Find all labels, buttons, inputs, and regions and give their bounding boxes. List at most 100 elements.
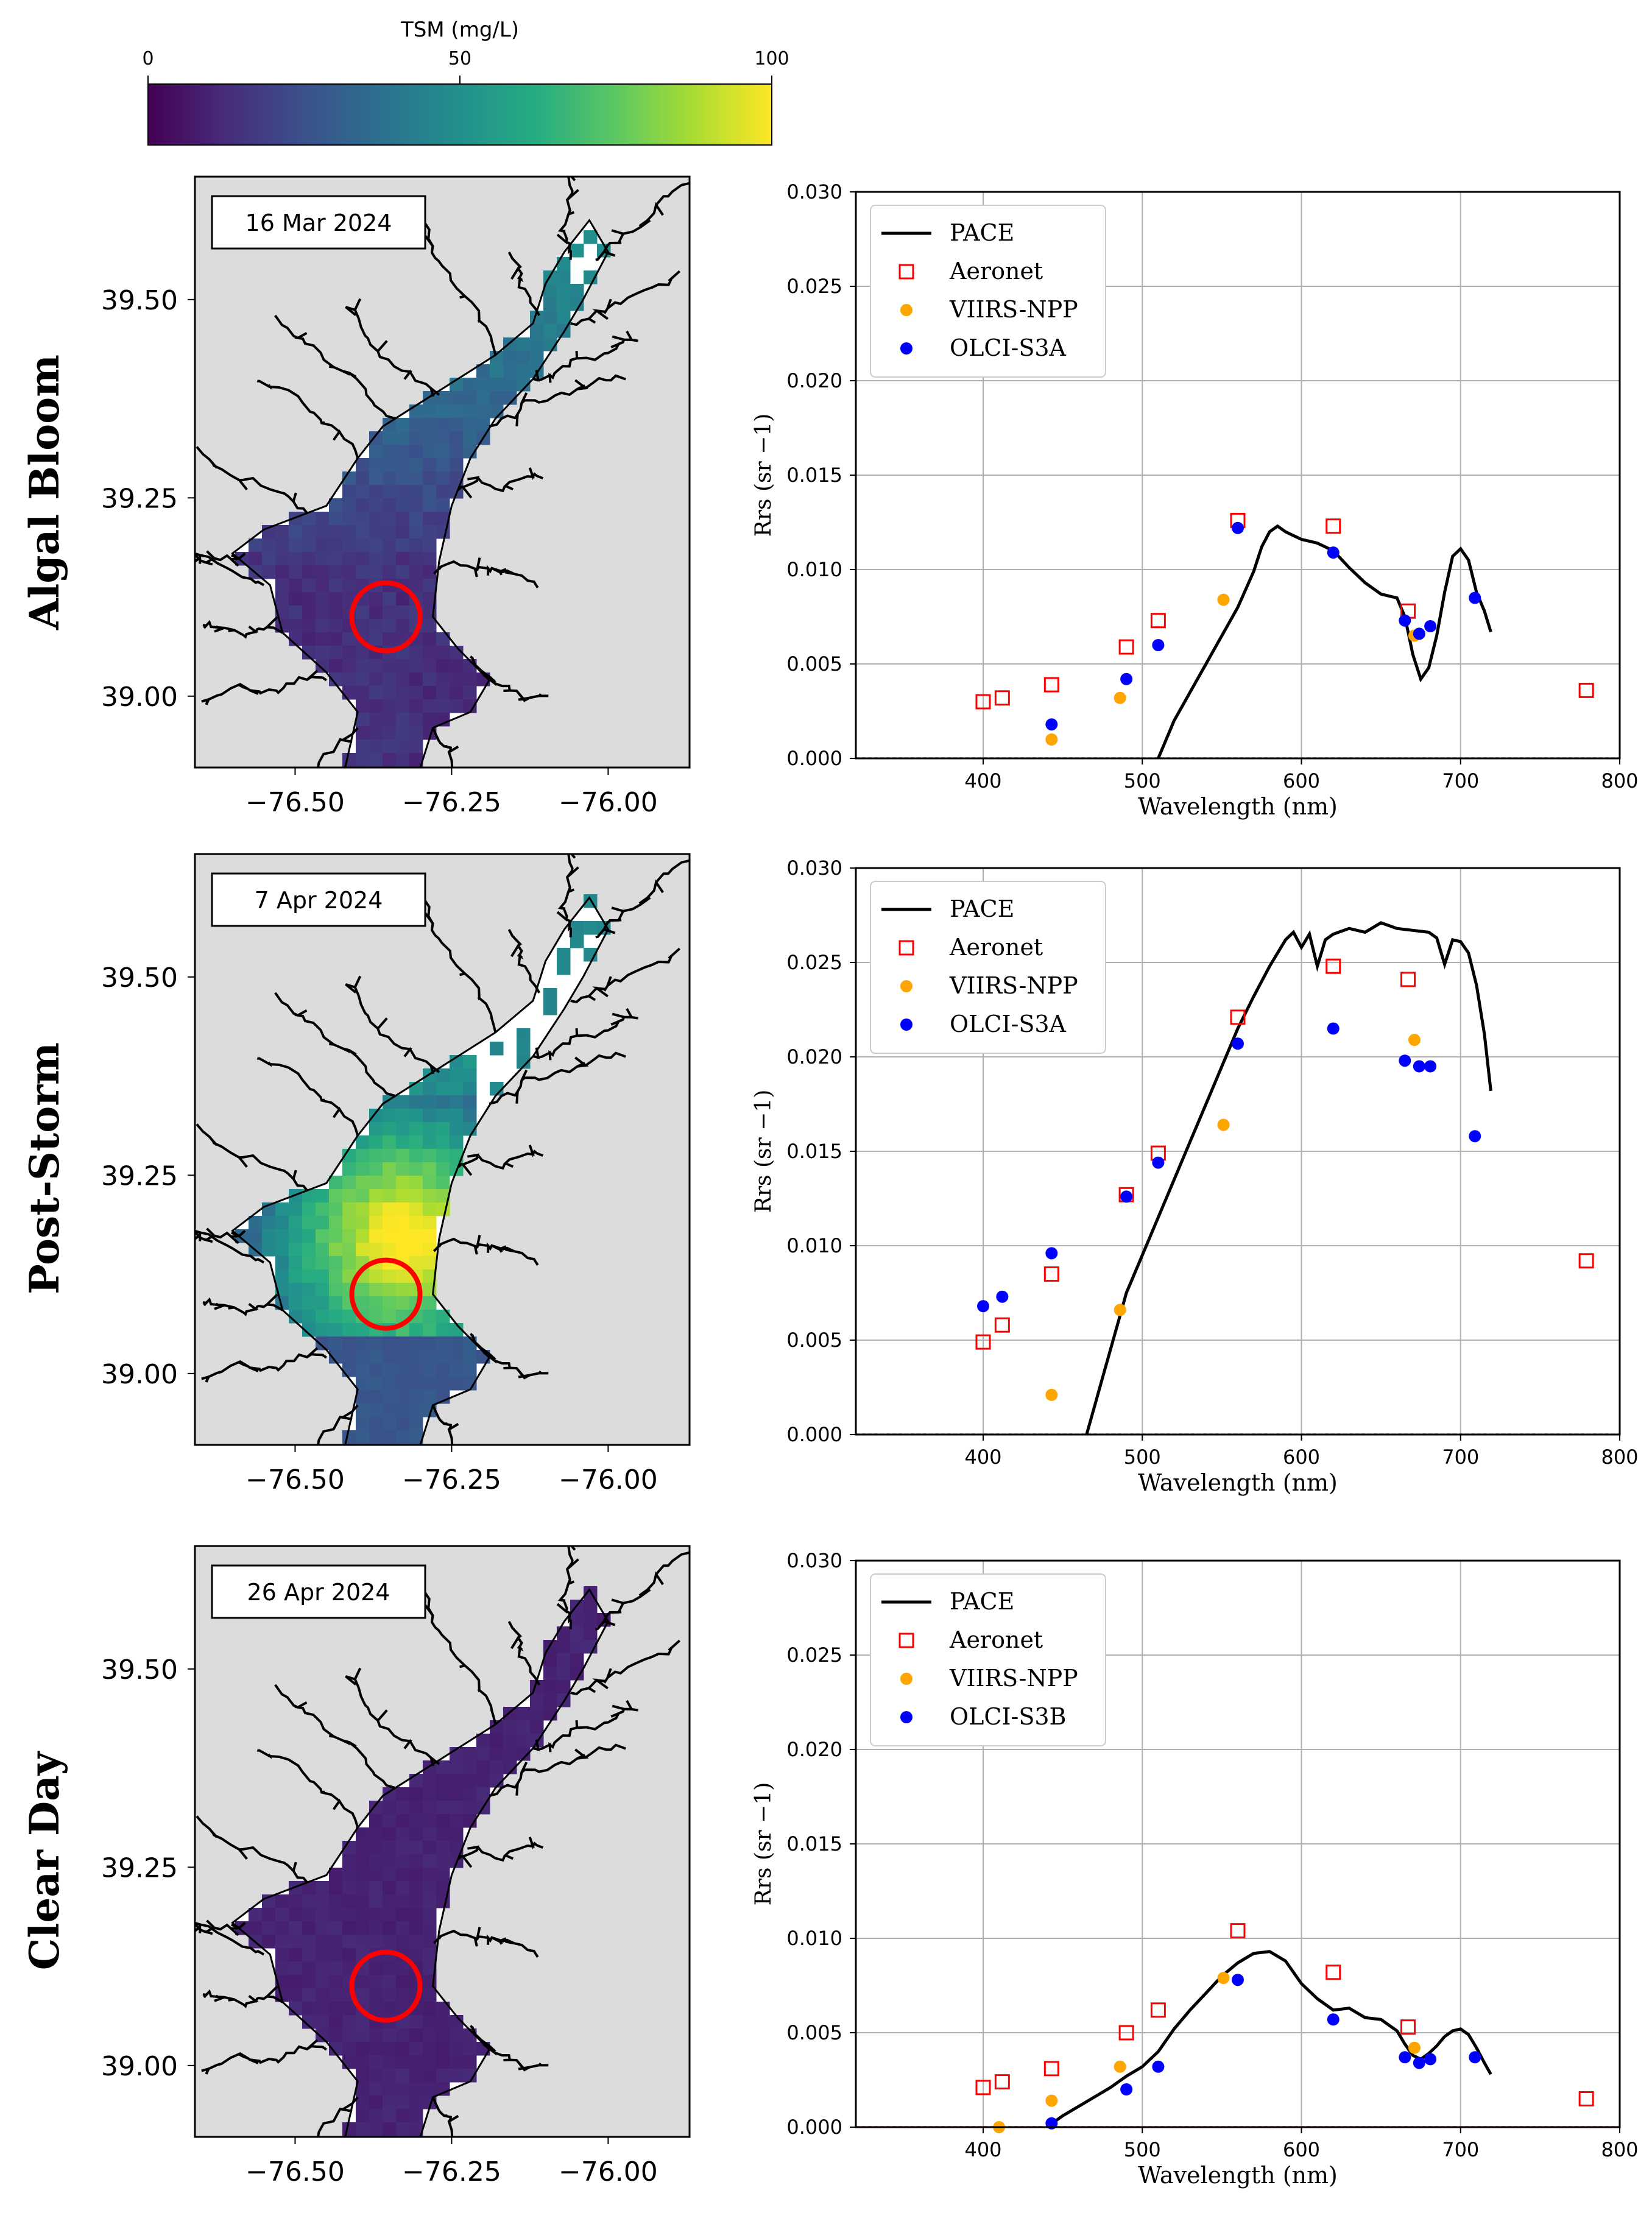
- aeronet-marker: [1230, 1009, 1246, 1025]
- viirs-npp-marker: [1114, 2060, 1126, 2073]
- series-pace: [1046, 1950, 1492, 2129]
- x-axis-label: Wavelength (nm): [1138, 793, 1338, 820]
- map-y-tick-label: 39.50: [101, 962, 178, 994]
- y-axis-label: Rrs (sr −1): [751, 1090, 776, 1213]
- x-tick-label: 600: [1283, 1446, 1320, 1469]
- olci-s3a-marker: [1045, 1247, 1058, 1260]
- map-x-tick-label: −76.50: [245, 787, 345, 818]
- legend: PACE Aeronet VIIRS-NPP OLCI-S3B: [870, 1573, 1106, 1746]
- viirs-npp-marker: [1114, 691, 1126, 704]
- coastline: [231, 218, 610, 768]
- aeronet-marker: [1325, 1965, 1341, 1980]
- map-x-tick-label: −76.25: [402, 1464, 501, 1495]
- series-pace: [1157, 524, 1492, 759]
- aeronet-marker: [1578, 682, 1594, 698]
- aeronet-marker: [994, 690, 1010, 706]
- aeronet-marker: [975, 1334, 991, 1350]
- map-frame: [194, 175, 691, 769]
- y-tick-label: 0.000: [786, 747, 842, 770]
- olci-s3a-marker: [1469, 1130, 1481, 1143]
- y-tick-label: 0.005: [786, 1329, 842, 1352]
- x-tick-label: 700: [1442, 2138, 1479, 2161]
- colorbar-tick-label: 100: [754, 48, 789, 69]
- y-tick-label: 0.025: [786, 1643, 842, 1667]
- viirs-npp-marker: [1408, 2041, 1421, 2054]
- panel-row-2: Post-Storm 7 Apr 2024 −76.50 −76.25 −76.00 39…: [21, 853, 1639, 1496]
- x-tick-label: 700: [1442, 1446, 1479, 1469]
- legend: PACE Aeronet VIIRS-NPP OLCI-S3A: [870, 881, 1106, 1054]
- olci-s3a-marker: [1120, 1190, 1133, 1203]
- colorbar-gradient: [147, 83, 772, 146]
- aeronet-marker: [994, 2074, 1010, 2090]
- y-tick-label: 0.030: [786, 180, 842, 203]
- tsm-map: 7 Apr 2024 −76.50 −76.25 −76.00 39.50 39.25 39…: [101, 853, 691, 1495]
- station-circle: [349, 1949, 423, 2023]
- aeronet-marker: [994, 1317, 1010, 1333]
- aeronet-marker: [1400, 972, 1416, 987]
- olci-s3b-marker: [1424, 2053, 1437, 2066]
- aeronet-marker: [1043, 2061, 1059, 2077]
- row-label: Post-Storm: [21, 1042, 68, 1294]
- y-tick-label: 0.025: [786, 275, 842, 298]
- y-tick-label: 0.005: [786, 2021, 842, 2044]
- legend-entry: PACE: [950, 895, 1014, 922]
- olci-s3a-marker: [1399, 1054, 1411, 1067]
- coastline: [231, 895, 610, 1445]
- map-y-tick-label: 39.00: [101, 682, 178, 713]
- date-box: [211, 195, 426, 250]
- aeronet-marker: [975, 2080, 991, 2095]
- olci-s3b-marker: [1232, 1974, 1244, 1986]
- y-tick-label: 0.000: [786, 1423, 842, 1446]
- series-olci-s3a: [977, 1022, 1481, 1313]
- olci-s3b-marker: [1327, 2013, 1340, 2026]
- tributaries: [195, 177, 690, 768]
- aeronet-marker: [1230, 1923, 1246, 1939]
- legend-entry: OLCI-S3B: [950, 1703, 1066, 1730]
- legend-entry: OLCI-S3A: [950, 334, 1067, 361]
- legend-dot-swatch: [900, 1711, 912, 1723]
- legend-entry: OLCI-S3A: [950, 1011, 1067, 1037]
- viirs-npp-marker: [1408, 1034, 1421, 1047]
- map-x-tick-label: −76.00: [559, 787, 658, 818]
- legend-entry: Aeronet: [949, 258, 1043, 284]
- legend-square-swatch: [898, 940, 914, 956]
- olci-s3b-marker: [1413, 2056, 1425, 2069]
- chart-frame: [855, 191, 1621, 760]
- viirs-npp-marker: [1217, 1118, 1230, 1131]
- coastline: [231, 1587, 610, 2137]
- y-tick-label: 0.005: [786, 652, 842, 676]
- x-tick-label: 500: [1124, 769, 1161, 793]
- x-tick-label: 500: [1124, 2138, 1161, 2161]
- station-circle: [349, 580, 423, 654]
- spectrum-chart: 400 500 600 700 800 0.000 0.005 0.010 0.015 0.020…: [751, 856, 1639, 1496]
- legend-dot-swatch: [900, 980, 912, 992]
- tributaries: [195, 854, 690, 1445]
- map-x-tick-label: −76.50: [245, 1464, 345, 1495]
- legend-dot-swatch: [900, 1673, 912, 1685]
- y-axis-label: Rrs (sr −1): [751, 1782, 776, 1906]
- map-y-tick-label: 39.50: [101, 285, 178, 316]
- legend-dot-swatch: [900, 1018, 912, 1031]
- legend-entry: PACE: [950, 219, 1014, 246]
- olci-s3a-marker: [1469, 591, 1481, 604]
- series-viirs-npp: [1045, 1034, 1421, 1401]
- olci-s3a-marker: [1424, 1060, 1437, 1073]
- y-tick-label: 0.010: [786, 1927, 842, 1950]
- x-axis-label: Wavelength (nm): [1138, 2162, 1338, 2189]
- y-tick-label: 0.020: [786, 1045, 842, 1068]
- olci-s3a-marker: [1327, 1022, 1340, 1035]
- legend-square-swatch: [898, 264, 914, 280]
- aeronet-marker: [1400, 2019, 1416, 2035]
- tsm-map: 16 Mar 2024 −76.50 −76.25 −76.00 39.50 39.25 3…: [101, 175, 691, 818]
- olci-s3b-marker: [1399, 2051, 1411, 2064]
- series-aeronet: [975, 512, 1594, 710]
- olci-s3b-marker: [1120, 2083, 1133, 2095]
- y-axis-label: Rrs (sr −1): [751, 414, 776, 537]
- date-box: [211, 1564, 426, 1619]
- viirs-npp-marker: [1045, 2094, 1058, 2107]
- legend-entry: VIIRS-NPP: [949, 1665, 1078, 1692]
- olci-s3b-marker: [1469, 2051, 1481, 2064]
- colorbar-tick-label: 0: [142, 48, 154, 69]
- series-olci-s3b: [1045, 1974, 1481, 2130]
